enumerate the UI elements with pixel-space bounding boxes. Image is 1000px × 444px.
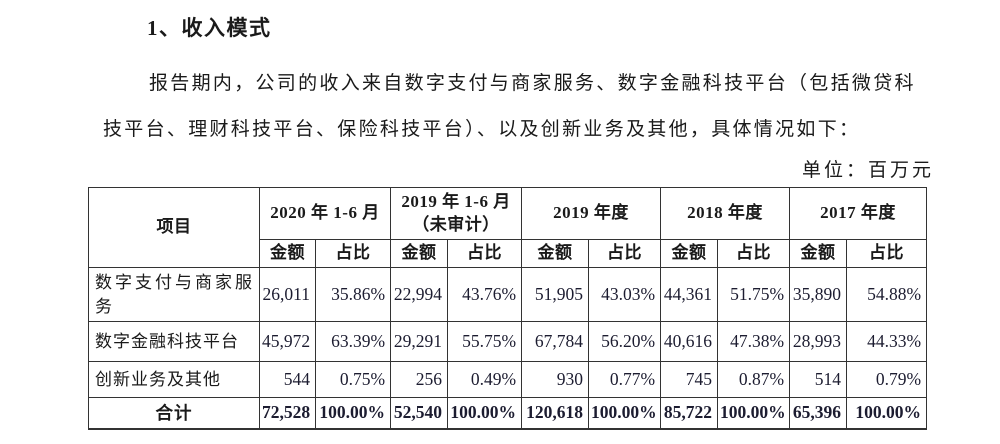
data-cell: 45,972 — [259, 321, 316, 362]
data-cell: 44,361 — [660, 267, 719, 322]
total-cell: 85,722 — [660, 397, 719, 429]
data-cell: 35,890 — [789, 267, 848, 322]
data-cell: 29,291 — [390, 321, 449, 362]
subheader-ratio: 占比 — [846, 239, 928, 268]
total-cell: 100.00% — [846, 397, 928, 429]
section-title: 1、收入模式 — [147, 16, 272, 40]
data-cell: 745 — [660, 361, 719, 398]
data-cell: 22,994 — [390, 267, 449, 322]
data-cell: 0.77% — [588, 361, 662, 398]
column-header-2020h1: 2020 年 1-6 月 — [258, 187, 392, 240]
unit-label: 单位：百万元 — [801, 160, 934, 181]
data-cell: 35.86% — [314, 267, 392, 322]
total-row-label: 合计 — [88, 397, 260, 429]
column-header-2019: 2019 年度 — [521, 187, 662, 240]
total-cell: 100.00% — [447, 397, 523, 429]
data-cell: 43.76% — [447, 267, 523, 322]
subheader-ratio: 占比 — [717, 239, 791, 268]
data-cell: 0.75% — [314, 361, 392, 398]
data-cell: 55.75% — [447, 321, 523, 362]
row-label: 创新业务及其他 — [88, 361, 260, 398]
data-cell: 43.03% — [588, 267, 662, 322]
data-cell: 56.20% — [588, 321, 662, 362]
subheader-ratio: 占比 — [314, 239, 392, 268]
table-row-digital-payment: 数字支付与商家服务 26,011 35.86% 22,994 43.76% 51… — [88, 267, 928, 322]
table-row-total: 合计 72,528 100.00% 52,540 100.00% 120,618… — [88, 397, 928, 429]
subheader-amount: 金额 — [390, 239, 449, 268]
data-cell: 256 — [390, 361, 449, 398]
body-paragraph-line-1: 报告期内，公司的收入来自数字支付与商家服务、数字金融科技平台（包括微贷科 — [149, 73, 916, 94]
subheader-amount: 金额 — [521, 239, 590, 268]
column-header-2019h1-unaudited: 2019 年 1-6 月 （未审计） — [390, 187, 523, 240]
data-cell: 28,993 — [789, 321, 848, 362]
data-cell: 54.88% — [846, 267, 928, 322]
data-cell: 930 — [521, 361, 590, 398]
column-header-2017: 2017 年度 — [789, 187, 928, 240]
body-paragraph-line-2: 技平台、理财科技平台、保险科技平台）、以及创新业务及其他，具体情况如下： — [103, 119, 861, 140]
total-cell: 72,528 — [259, 397, 316, 429]
data-cell: 47.38% — [717, 321, 791, 362]
total-cell: 52,540 — [390, 397, 449, 429]
data-cell: 26,011 — [259, 267, 316, 322]
data-cell: 51,905 — [521, 267, 590, 322]
data-cell: 63.39% — [314, 321, 392, 362]
subheader-ratio: 占比 — [447, 239, 523, 268]
column-header-item: 项目 — [88, 187, 260, 268]
row-label: 数字金融科技平台 — [88, 321, 260, 362]
column-header-2018: 2018 年度 — [660, 187, 791, 240]
revenue-breakdown-table: 项目 2020 年 1-6 月 2019 年 1-6 月 （未审计） 2019 … — [88, 187, 928, 430]
table-header-sub-row: 金额 占比 金额 占比 金额 占比 金额 占比 金额 占比 — [89, 239, 928, 268]
data-cell: 514 — [789, 361, 848, 398]
subheader-ratio: 占比 — [588, 239, 662, 268]
table-row-digital-finance: 数字金融科技平台 45,972 63.39% 29,291 55.75% 67,… — [88, 321, 928, 362]
total-cell: 100.00% — [314, 397, 392, 429]
data-cell: 51.75% — [717, 267, 791, 322]
total-cell: 120,618 — [521, 397, 590, 429]
total-cell: 65,396 — [789, 397, 848, 429]
subheader-amount: 金额 — [789, 239, 848, 268]
data-cell: 0.49% — [447, 361, 523, 398]
data-cell: 0.87% — [717, 361, 791, 398]
data-cell: 67,784 — [521, 321, 590, 362]
table-header-period-row: 项目 2020 年 1-6 月 2019 年 1-6 月 （未审计） 2019 … — [88, 187, 928, 268]
table-row-innovation: 创新业务及其他 544 0.75% 256 0.49% 930 0.77% 74… — [88, 361, 928, 398]
subheader-amount: 金额 — [660, 239, 719, 268]
data-cell: 44.33% — [846, 321, 928, 362]
subheader-amount: 金额 — [259, 239, 316, 268]
row-label: 数字支付与商家服务 — [88, 267, 260, 322]
total-cell: 100.00% — [717, 397, 791, 429]
data-cell: 40,616 — [660, 321, 719, 362]
data-cell: 0.79% — [846, 361, 928, 398]
data-cell: 544 — [259, 361, 316, 398]
total-cell: 100.00% — [588, 397, 662, 429]
